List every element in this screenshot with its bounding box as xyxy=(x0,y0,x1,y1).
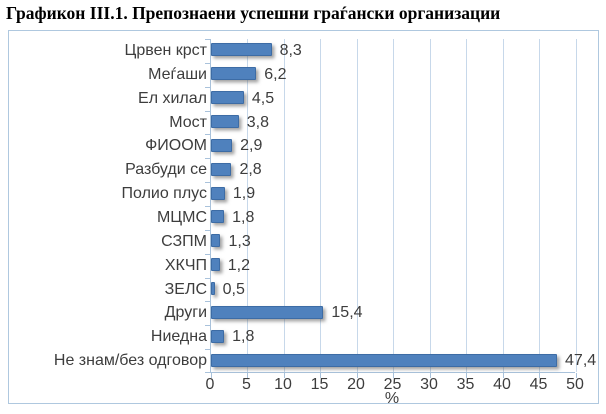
category-axis-tick xyxy=(205,87,210,88)
value-axis-tick xyxy=(539,373,540,378)
category-axis-tick xyxy=(205,39,210,40)
category-axis-tick xyxy=(205,158,210,159)
chart-title: Графикон III.1. Препознаени успешни граѓ… xyxy=(6,3,501,23)
bar xyxy=(211,162,232,176)
gridline xyxy=(575,39,577,372)
bar xyxy=(211,234,221,248)
category-label: Мост xyxy=(169,113,207,131)
value-axis-tick xyxy=(247,373,248,378)
value-axis-tick-label: 30 xyxy=(420,376,438,393)
value-axis-tick xyxy=(393,373,394,378)
bar xyxy=(211,115,239,128)
value-label: 1,8 xyxy=(232,328,255,346)
category-label: СЗПМ xyxy=(161,232,207,250)
bar xyxy=(211,282,215,295)
value-label: 2,8 xyxy=(239,161,262,179)
gridline xyxy=(356,39,358,372)
category-label: ХКЧП xyxy=(164,256,207,274)
value-label: 2,9 xyxy=(240,137,263,155)
value-label: 15,4 xyxy=(331,304,363,322)
value-axis-tick-label: 50 xyxy=(566,376,584,393)
gridline xyxy=(429,39,431,372)
category-label: Не знам/без одговор xyxy=(53,352,207,370)
gridline xyxy=(502,39,504,372)
gridline xyxy=(247,39,248,372)
value-axis-tick xyxy=(320,373,321,378)
value-axis-tick-label: 25 xyxy=(383,376,402,393)
category-axis-tick xyxy=(205,111,210,112)
value-axis-tick-label: 10 xyxy=(274,376,292,393)
gridline xyxy=(466,39,467,372)
value-axis-tick xyxy=(210,373,212,378)
chart-frame: Црвен крст Меѓаши Ел хилал Мост ФИООМ Разбуди… xyxy=(8,30,599,407)
value-label: 1,8 xyxy=(232,209,255,226)
value-label: 1,3 xyxy=(228,232,251,250)
bar xyxy=(211,67,257,81)
value-label: 47,4 xyxy=(565,352,597,370)
category-axis-tick xyxy=(205,206,210,207)
value-axis-tick-label: 5 xyxy=(242,376,251,393)
value-axis-tick xyxy=(466,373,467,378)
category-axis-tick xyxy=(205,63,210,64)
bar xyxy=(211,138,233,152)
bar xyxy=(211,258,220,272)
gridline xyxy=(393,39,394,372)
category-label: Други xyxy=(164,304,207,322)
value-label: 1,2 xyxy=(227,256,250,274)
value-axis-tick xyxy=(502,373,504,378)
value-axis-tick-label: 20 xyxy=(347,376,365,393)
category-axis-tick xyxy=(205,301,210,302)
category-axis-tick xyxy=(205,349,210,350)
value-label: 0,5 xyxy=(222,280,245,298)
category-label: Ел хилал xyxy=(138,89,207,107)
bar xyxy=(211,43,272,57)
value-label: 3,8 xyxy=(246,113,269,131)
value-axis-tick xyxy=(429,373,431,378)
category-axis-tick xyxy=(205,254,210,255)
x-axis-label: % xyxy=(384,390,400,407)
value-axis-tick-label: 0 xyxy=(205,376,215,393)
value-axis-tick-label: 35 xyxy=(456,376,475,393)
category-axis-tick xyxy=(205,325,210,326)
category-axis-tick xyxy=(205,182,210,183)
bar xyxy=(211,210,225,224)
category-label: ФИООМ xyxy=(145,137,207,155)
category-label: Ниедна xyxy=(150,328,207,346)
bar xyxy=(211,353,558,367)
category-label: Црвен крст xyxy=(124,42,207,59)
value-axis-tick-label: 40 xyxy=(493,376,511,393)
value-axis-tick-label: 45 xyxy=(529,376,548,393)
value-label: 8,3 xyxy=(279,42,302,59)
category-axis-tick xyxy=(205,134,210,135)
value-axis-tick xyxy=(575,373,577,378)
category-axis-tick xyxy=(205,372,210,373)
category-axis-tick xyxy=(205,278,210,279)
category-label: ЗЕЛС xyxy=(164,280,207,298)
value-label: 1,9 xyxy=(232,185,256,203)
value-label: 4,5 xyxy=(251,89,275,107)
category-label: МЦМС xyxy=(156,209,207,226)
value-axis-labels: 0 5 10 15 20 25 30 35 40 45 50 xyxy=(206,376,584,394)
value-axis-tick-label: 15 xyxy=(310,376,329,393)
value-axis-tick xyxy=(283,373,285,378)
gridline xyxy=(320,39,321,372)
value-axis-tick xyxy=(356,373,358,378)
bar xyxy=(211,329,225,343)
value-label: 6,2 xyxy=(264,65,287,83)
category-label: Полио плус xyxy=(121,185,207,203)
gridline xyxy=(539,39,540,372)
gridline xyxy=(283,39,285,372)
category-axis-labels: Црвен крст Меѓаши Ел хилал Мост ФИООМ Разбуди… xyxy=(13,39,207,373)
category-label: Меѓаши xyxy=(148,65,207,83)
category-axis-tick xyxy=(205,230,210,231)
bar xyxy=(211,305,324,319)
plot-area: 8,3 6,2 4,5 3,8 2,9 2,8 1,9 1,8 1,3 1,2 0,5 15,4 1,8… xyxy=(205,39,596,378)
bar xyxy=(211,91,244,105)
category-label: Разбуди се xyxy=(125,161,207,179)
bar xyxy=(211,186,225,200)
